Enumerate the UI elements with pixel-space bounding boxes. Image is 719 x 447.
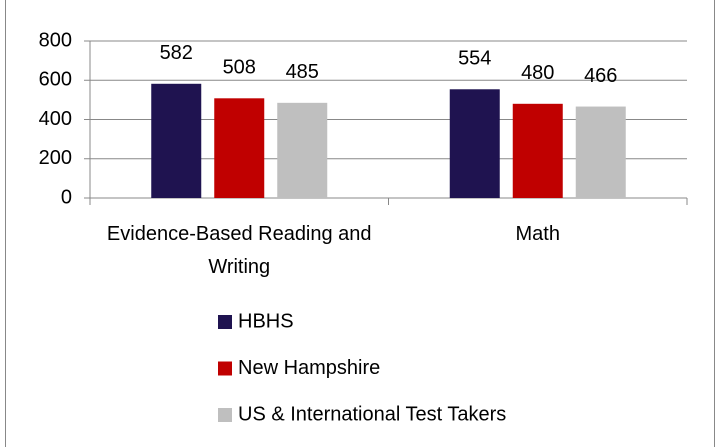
x-tick-label: Evidence-Based Reading and Writing [106,223,372,278]
data-label: 554 [458,48,491,70]
data-label: 582 [160,42,193,64]
bar [575,106,626,198]
legend-label: New Hampshire [238,357,380,379]
data-label: 480 [521,62,554,84]
data-label: 485 [286,61,319,83]
y-tick-label: 600 [39,69,72,91]
chart-border [5,0,715,447]
data-label: 466 [584,65,617,87]
legend-label: US & International Test Takers [238,403,506,425]
legend-swatch [218,408,232,422]
legend-swatch [218,361,232,376]
y-tick-label: 0 [61,186,72,208]
bar [277,102,328,198]
legend-label: HBHS [238,310,294,332]
y-tick-label: 800 [39,29,72,51]
y-tick-label: 200 [39,147,72,169]
bar [214,98,265,198]
x-tick-label: Math [515,223,560,245]
bar [449,89,500,198]
bar [151,83,202,198]
bar [512,103,563,198]
y-tick-label: 400 [39,108,72,130]
legend-swatch [218,315,232,329]
data-label: 508 [223,57,256,79]
